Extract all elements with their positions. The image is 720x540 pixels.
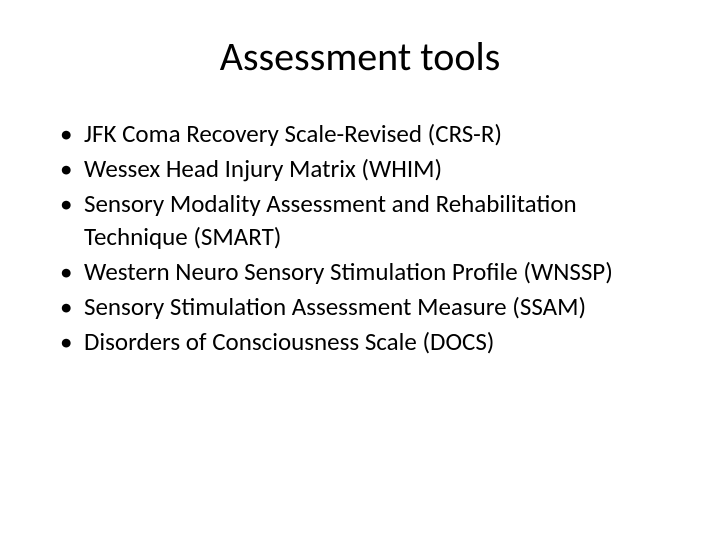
slide-title: Assessment tools [48,32,672,81]
list-item: JFK Coma Recovery Scale-Revised (CRS-R) [54,117,672,150]
slide: Assessment tools JFK Coma Recovery Scale… [0,0,720,540]
list-item: Western Neuro Sensory Stimulation Profil… [54,255,672,288]
bullet-list: JFK Coma Recovery Scale-Revised (CRS-R) … [54,117,672,358]
list-item: Sensory Stimulation Assessment Measure (… [54,290,672,323]
list-item: Sensory Modality Assessment and Rehabili… [54,187,672,253]
list-item: Disorders of Consciousness Scale (DOCS) [54,325,672,358]
list-item: Wessex Head Injury Matrix (WHIM) [54,152,672,185]
